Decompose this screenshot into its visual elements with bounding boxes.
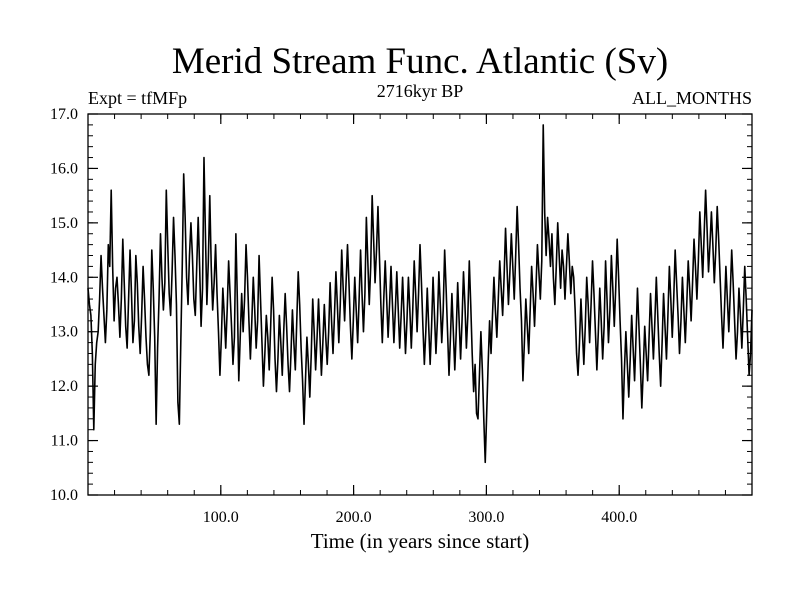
y-tick-label: 13.0 — [50, 324, 78, 341]
x-tick-label: 400.0 — [601, 509, 637, 526]
months-label: ALL_MONTHS — [632, 88, 752, 108]
y-tick-label: 10.0 — [50, 487, 78, 504]
chart-title: Merid Stream Func. Atlantic (Sv) — [172, 41, 668, 82]
x-axis-label: Time (in years since start) — [311, 529, 530, 553]
data-series-line — [87, 124, 753, 464]
plot-frame — [87, 113, 753, 496]
y-tick-label: 17.0 — [50, 106, 78, 123]
axis-tick-labels: 100.0 200.0 300.0 400.0 10.0 11.0 12.0 13.0 14.0… — [50, 106, 637, 526]
y-tick-label: 15.0 — [50, 215, 78, 232]
period-label: 2716kyr BP — [377, 81, 464, 101]
experiment-label: Expt = tfMFp — [88, 88, 187, 108]
y-tick-label: 11.0 — [51, 433, 78, 450]
x-tick-label: 100.0 — [203, 509, 239, 526]
y-tick-label: 16.0 — [50, 160, 78, 177]
x-tick-label: 300.0 — [468, 509, 504, 526]
y-tick-label: 12.0 — [50, 378, 78, 395]
x-tick-label: 200.0 — [336, 509, 372, 526]
y-tick-label: 14.0 — [50, 269, 78, 286]
